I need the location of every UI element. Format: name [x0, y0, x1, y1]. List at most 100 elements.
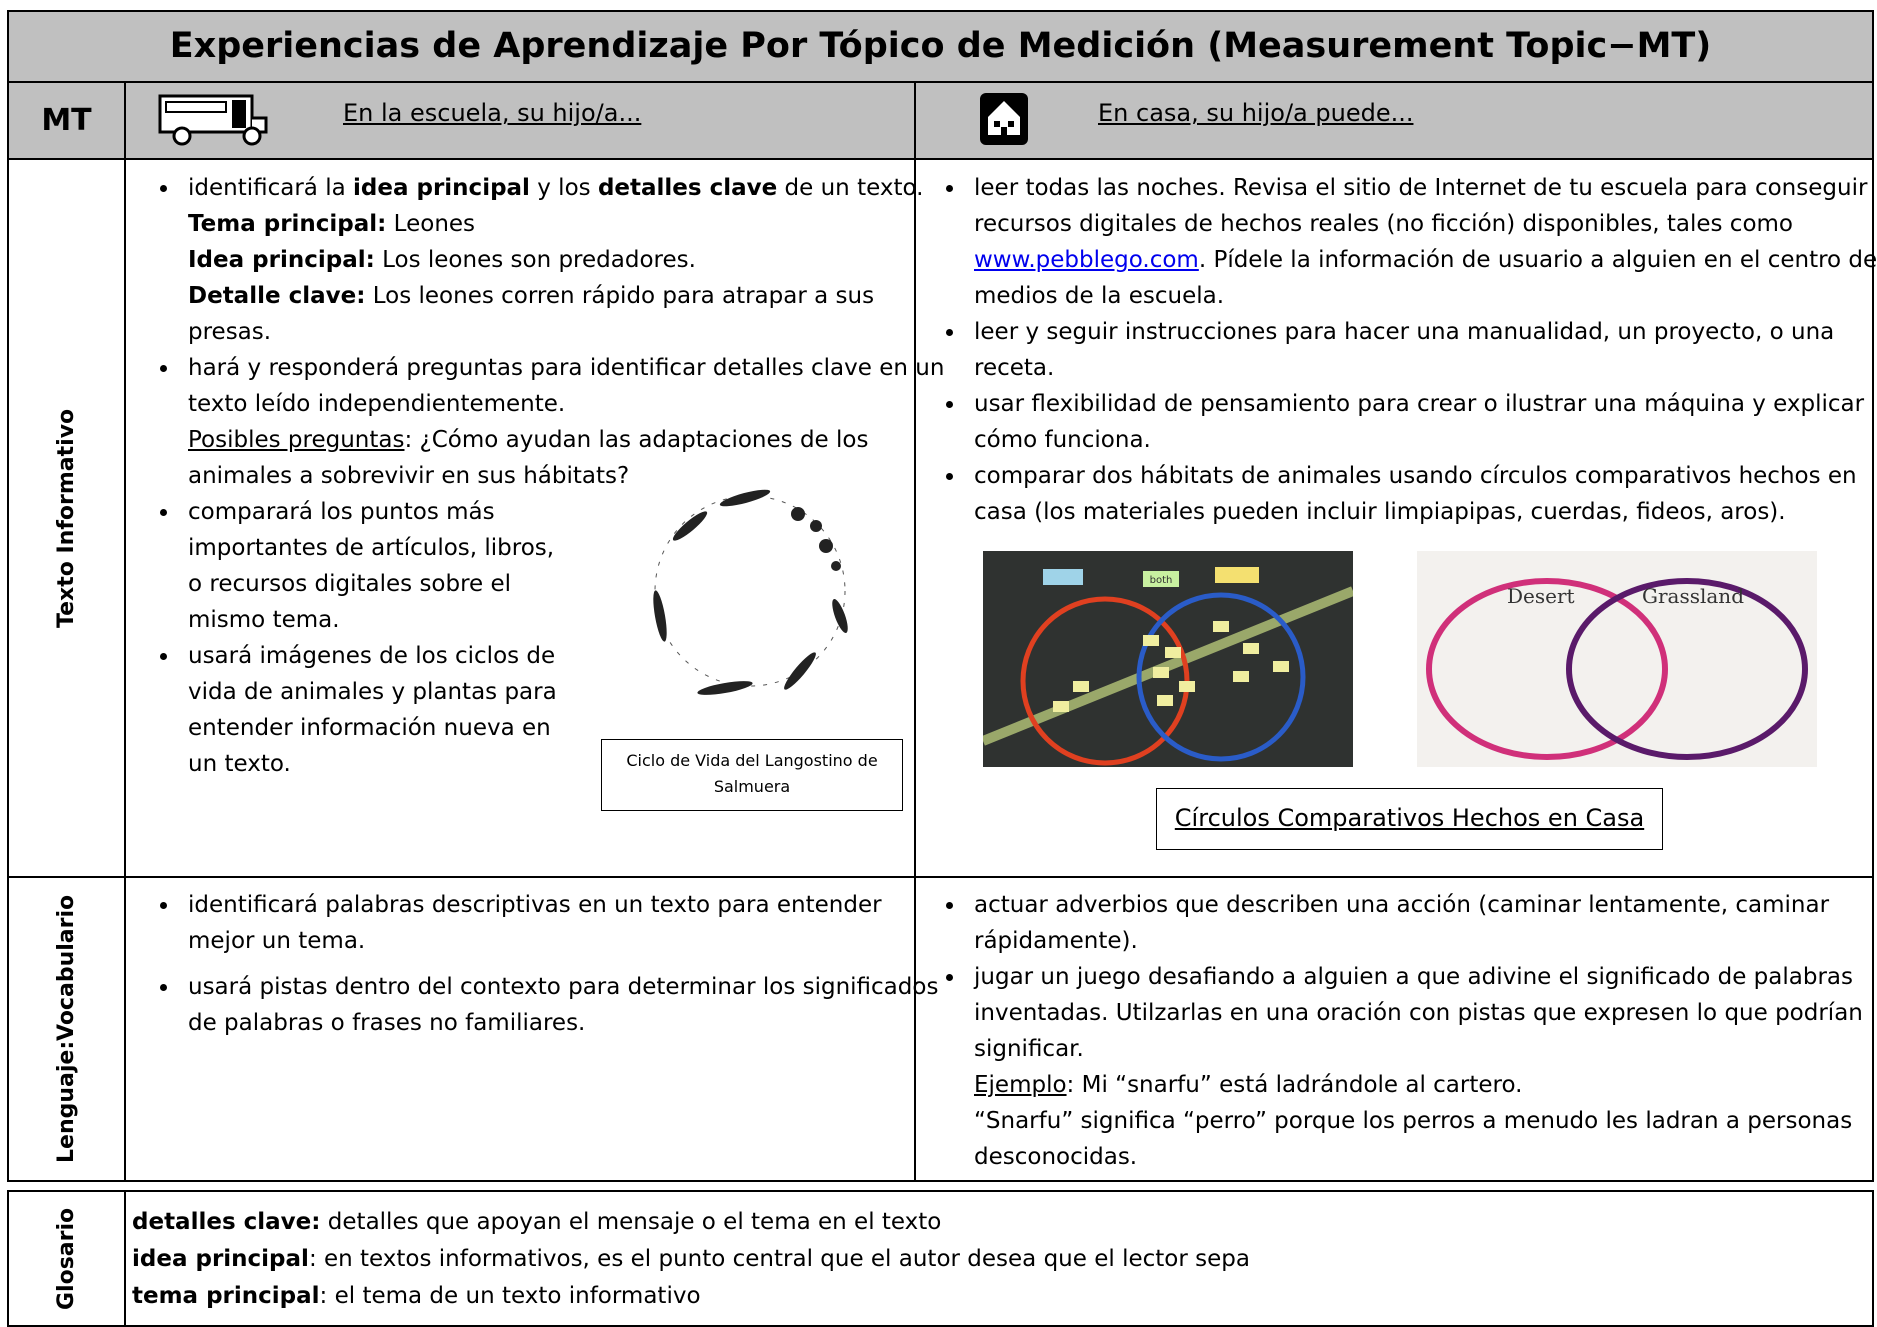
- bullet-item: jugar un juego desafiando a alguien a qu…: [966, 959, 1877, 1175]
- paragraph: usará imágenes de los ciclos de vida de …: [188, 638, 560, 782]
- paragraph: usará pistas dentro del contexto para de…: [188, 969, 950, 1041]
- bus-icon: [158, 94, 268, 146]
- paragraph: Posibles preguntas: ¿Cómo ayudan las ada…: [188, 422, 950, 494]
- bold-text: idea principal: [353, 175, 530, 201]
- paragraph: identificará la idea principal y los det…: [188, 170, 950, 206]
- text: usará imágenes de los ciclos de vida de …: [188, 643, 557, 777]
- house-icon: [980, 93, 1028, 145]
- school-header-cell: En la escuela, su hijo/a...: [124, 81, 916, 160]
- row-label-line: Vocabulario: [54, 894, 79, 1042]
- glossary-label: Glosario: [54, 1207, 79, 1310]
- paragraph: comparará los puntos más importantes de …: [188, 494, 560, 638]
- glossary-cell: [124, 1190, 1874, 1327]
- photo-label: Grassland: [1642, 584, 1744, 608]
- link[interactable]: www.pebblego.com: [974, 247, 1199, 273]
- bullet-item: comparar dos hábitats de animales usando…: [966, 458, 1877, 530]
- paragraph: identificará palabras descriptivas en un…: [188, 887, 950, 959]
- bullet-item: leer todas las noches. Revisa el sitio d…: [966, 170, 1877, 314]
- text: Leones: [386, 211, 476, 237]
- paragraph: Detalle clave: Los leones corren rápido …: [188, 278, 950, 350]
- text: : ¿Cómo ayudan las adaptaciones de los a…: [188, 427, 869, 489]
- text: comparará los puntos más importantes de …: [188, 499, 555, 633]
- text: comparar dos hábitats de animales usando…: [974, 463, 1857, 525]
- bold-text: Detalle clave:: [188, 283, 366, 309]
- paragraph: Tema principal: Leones: [188, 206, 950, 242]
- glossary-definition: : en textos informativos, es el punto ce…: [308, 1246, 1250, 1272]
- bullet-item: actuar adverbios que describen una acció…: [966, 887, 1877, 959]
- text: actuar adverbios que describen una acció…: [974, 892, 1830, 954]
- text: leer todas las noches. Revisa el sitio d…: [974, 175, 1868, 237]
- bullet-item: hará y responderá preguntas para identif…: [180, 350, 950, 494]
- paragraph: hará y responderá preguntas para identif…: [188, 350, 950, 422]
- bullet-item: usar flexibilidad de pensamiento para cr…: [966, 386, 1877, 458]
- home-header-cell: En casa, su hijo/a puede...: [914, 81, 1874, 160]
- row-label-line: Lenguaje:: [54, 1041, 79, 1164]
- bullet-item: usará imágenes de los ciclos de vida de …: [180, 638, 560, 782]
- photo-caption: Círculos Comparativos Hechos en Casa: [1156, 788, 1663, 850]
- text: “Snarfu” significa “perro” porque los pe…: [974, 1108, 1853, 1170]
- bullet-item: usará pistas dentro del contexto para de…: [180, 969, 950, 1041]
- glossary-term: detalles clave:: [132, 1209, 321, 1235]
- text: y los: [529, 175, 598, 201]
- underlined-text: Ejemplo: [974, 1072, 1067, 1098]
- text: de un texto.: [777, 175, 924, 201]
- home-cell: [914, 876, 1874, 1182]
- bold-text: Tema principal:: [188, 211, 387, 237]
- text: Los leones son predadores.: [374, 247, 696, 273]
- text: leer y seguir instrucciones para hacer u…: [974, 319, 1835, 381]
- venn-photo: Desert Grassland: [1417, 551, 1817, 767]
- glossary-term: tema principal: [132, 1283, 320, 1309]
- glossary-label-cell: Glosario: [7, 1190, 126, 1327]
- glossary-definition: : el tema de un texto informativo: [319, 1283, 701, 1309]
- row-label: Texto Informativo: [9, 160, 124, 876]
- paragraph: Idea principal: Los leones son predadore…: [188, 242, 950, 278]
- venn-photo: both: [983, 551, 1353, 767]
- bullet-item: identificará palabras descriptivas en un…: [180, 887, 950, 959]
- glossary: detalles clave: detalles que apoyan el m…: [132, 1204, 1250, 1315]
- mt-header: MT: [7, 81, 126, 160]
- bullet-item: leer y seguir instrucciones para hacer u…: [966, 314, 1877, 386]
- underlined-text: Posibles preguntas: [188, 427, 405, 453]
- figure-caption: Ciclo de Vida del Langostino de Salmuera: [601, 739, 903, 811]
- text: hará y responderá preguntas para identif…: [188, 355, 945, 417]
- paragraph: actuar adverbios que describen una acció…: [974, 887, 1877, 959]
- photo-label: Desert: [1507, 584, 1575, 608]
- text: identificará la: [188, 175, 354, 201]
- glossary-entry: detalles clave: detalles que apoyan el m…: [132, 1204, 1250, 1241]
- paragraph: Ejemplo: Mi “snarfu” está ladrándole al …: [974, 1067, 1877, 1103]
- bullet-list: identificará palabras descriptivas en un…: [134, 887, 950, 1051]
- text: usar flexibilidad de pensamiento para cr…: [974, 391, 1865, 453]
- row-label-cell: Texto Informativo: [7, 158, 126, 878]
- photo-label: both: [1150, 575, 1173, 586]
- text: usará pistas dentro del contexto para de…: [188, 974, 939, 1036]
- row-label-line: Texto Informativo: [54, 408, 79, 628]
- glossary-term: idea principal: [132, 1246, 309, 1272]
- text: : Mi “snarfu” está ladrándole al cartero…: [1066, 1072, 1523, 1098]
- paragraph: jugar un juego desafiando a alguien a qu…: [974, 959, 1877, 1067]
- bold-text: Idea principal:: [188, 247, 375, 273]
- text: identificará palabras descriptivas en un…: [188, 892, 882, 954]
- bullet-item: comparará los puntos más importantes de …: [180, 494, 560, 638]
- text: Los leones corren rápido para atrapar a …: [188, 283, 875, 345]
- title: Experiencias de Aprendizaje Por Tópico d…: [7, 10, 1874, 83]
- school-header: En la escuela, su hijo/a...: [343, 99, 642, 127]
- bullet-list: actuar adverbios que describen una acció…: [920, 887, 1877, 1175]
- paragraph: leer todas las noches. Revisa el sitio d…: [974, 170, 1877, 314]
- glossary-entry: idea principal: en textos informativos, …: [132, 1241, 1250, 1278]
- row-label: Lenguaje: Vocabulario: [9, 878, 124, 1180]
- home-header: En casa, su hijo/a puede...: [1098, 99, 1414, 127]
- bullet-item: identificará la idea principal y los det…: [180, 170, 950, 350]
- text: jugar un juego desafiando a alguien a qu…: [974, 964, 1863, 1062]
- glossary-entry: tema principal: el tema de un texto info…: [132, 1278, 1250, 1315]
- bold-text: detalles clave: [597, 175, 778, 201]
- text: . Pídele la información de usuario a alg…: [974, 247, 1877, 309]
- bullet-list: identificará la idea principal y los det…: [134, 170, 950, 782]
- paragraph: “Snarfu” significa “perro” porque los pe…: [974, 1103, 1877, 1175]
- paragraph: leer y seguir instrucciones para hacer u…: [974, 314, 1877, 386]
- bullet-list: leer todas las noches. Revisa el sitio d…: [920, 170, 1877, 530]
- row-label-cell: Lenguaje: Vocabulario: [7, 876, 126, 1182]
- glossary-definition: detalles que apoyan el mensaje o el tema…: [320, 1209, 942, 1235]
- lifecycle-drawing: [653, 489, 848, 695]
- paragraph: comparar dos hábitats de animales usando…: [974, 458, 1877, 530]
